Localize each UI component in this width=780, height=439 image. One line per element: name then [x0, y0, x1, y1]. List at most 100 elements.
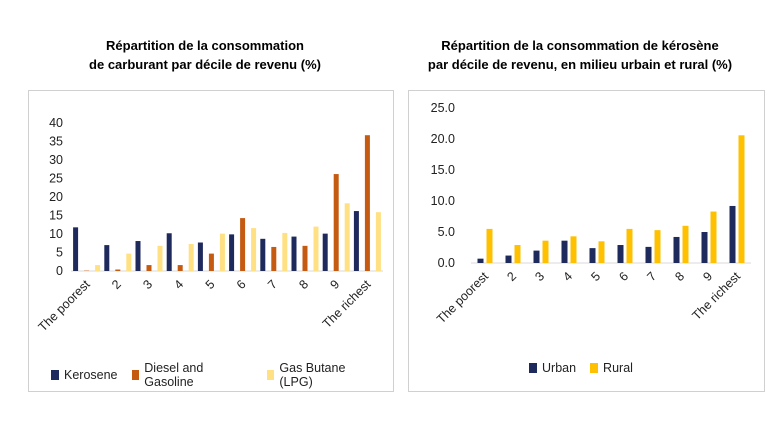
bar-diesel-and-gasoline-3: [146, 265, 152, 271]
bar-rural-7: [654, 230, 661, 263]
legend-swatch: [266, 370, 275, 380]
bar-urban-10: [729, 205, 736, 263]
kerosene-chart-svg: 0.0 5.0 10.0 15.0 20.0 25.0 The poorest 2 3 4 5 6 7 8…: [431, 101, 751, 326]
legend-swatch: [51, 370, 59, 380]
legend-label: Urban: [542, 361, 577, 375]
chart-title-kerosene-line2: par décile de revenu, en milieu urbain e…: [427, 57, 733, 72]
x-tick-label: 2: [109, 277, 124, 292]
bar-urban-7: [645, 246, 652, 263]
bar-rural-4: [570, 236, 577, 263]
x-tick-label: 3: [532, 269, 547, 284]
bar-rural-8: [682, 225, 689, 263]
bar-kerosene-9: [322, 233, 328, 271]
bar-urban-2: [505, 255, 512, 263]
x-tick-label: 8: [296, 277, 311, 292]
bar-rural-2: [514, 245, 521, 263]
x-tick-label: The poorest: [434, 269, 491, 326]
legend-label: Kerosene: [64, 368, 118, 382]
legend-label: Rural: [603, 361, 633, 375]
chart-title-fuel: Répartition de la consommation de carbur…: [40, 36, 370, 74]
bar-gas-butane-lpg--8: [313, 226, 319, 271]
y-tick-label: 20: [49, 190, 63, 204]
chart-title-kerosene: Répartition de la consommation de kérosè…: [400, 36, 760, 74]
bar-gas-butane-lpg--3: [157, 245, 163, 271]
chart-title-fuel-line2: de carburant par décile de revenu (%): [89, 57, 321, 72]
bar-diesel-and-gasoline-5: [208, 253, 214, 271]
x-tick-label: The poorest: [36, 277, 93, 334]
bar-kerosene-2: [104, 245, 110, 271]
bar-diesel-and-gasoline-6: [240, 218, 246, 271]
y-tick-label: 5.0: [438, 225, 455, 239]
x-tick-label: 3: [140, 277, 155, 292]
x-tick-label: 6: [616, 269, 631, 284]
bar-kerosene-6: [229, 234, 235, 271]
bar-kerosene-8: [291, 236, 297, 271]
bar-gas-butane-lpg--10: [375, 212, 381, 271]
bar-rural-6: [626, 228, 633, 263]
bar-diesel-and-gasoline-8: [302, 245, 308, 271]
bar-diesel-and-gasoline-7: [271, 246, 277, 271]
y-tick-label: 0: [56, 264, 63, 278]
x-tick-label: 9: [700, 269, 715, 284]
y-tick-label: 35: [49, 135, 63, 149]
bar-rural-3: [542, 240, 549, 263]
y-tick-label: 10.0: [431, 194, 455, 208]
legend-item-kerosene: Kerosene: [51, 368, 118, 382]
legend-item-urban: Urban: [529, 361, 576, 375]
y-tick-label: 25: [49, 172, 63, 186]
bar-gas-butane-lpg--9: [344, 203, 350, 271]
x-tick-label: 4: [172, 277, 187, 292]
x-tick-label: 5: [588, 269, 603, 284]
x-tick-label: 6: [234, 277, 249, 292]
bar-gas-butane-lpg--5: [219, 233, 225, 271]
legend-swatch: [590, 363, 599, 373]
bar-diesel-and-gasoline-9: [333, 174, 339, 271]
y-tick-label: 5: [56, 246, 63, 260]
bar-kerosene-1: [73, 227, 79, 271]
bar-rural-5: [598, 241, 605, 263]
y-tick-label: 30: [49, 153, 63, 167]
x-tick-label: 4: [560, 269, 575, 284]
x-tick-label: The richest: [689, 269, 743, 323]
x-tick-label: 2: [504, 269, 519, 284]
legend-item-rural: Rural: [590, 361, 633, 375]
bar-gas-butane-lpg--2: [126, 253, 132, 271]
y-tick-label: 15: [49, 209, 63, 223]
y-tick-label: 10: [49, 227, 63, 241]
bar-diesel-and-gasoline-10: [364, 135, 370, 271]
bar-diesel-and-gasoline-4: [177, 265, 183, 271]
bar-rural-10: [738, 135, 745, 263]
x-tick-label: 9: [328, 277, 343, 292]
x-tick-label: 7: [644, 269, 659, 284]
bar-rural-1: [486, 228, 493, 263]
legend-item-diesel-and-gasoline: Diesel and Gasoline: [131, 361, 253, 389]
bar-urban-3: [533, 250, 540, 263]
x-tick-label: The richest: [320, 277, 374, 331]
bar-urban-1: [477, 258, 484, 263]
chart-title-kerosene-line1: Répartition de la consommation de kérosè…: [441, 38, 719, 53]
x-tick-label: 5: [203, 277, 218, 292]
bar-urban-6: [617, 245, 624, 263]
y-tick-label: 15.0: [431, 163, 455, 177]
fuel-chart-legend: Kerosene Diesel and Gasoline Gas Butane (L…: [51, 361, 393, 389]
legend-swatch: [131, 370, 140, 380]
legend-item-gas-butane-lpg-: Gas Butane (LPG): [266, 361, 379, 389]
bar-diesel-and-gasoline-2: [115, 269, 121, 271]
bar-kerosene-3: [135, 241, 141, 271]
y-tick-label: 40: [49, 116, 63, 130]
bar-gas-butane-lpg--6: [251, 228, 257, 271]
bar-urban-4: [561, 240, 568, 263]
y-tick-label: 20.0: [431, 132, 455, 146]
kerosene-chart-panel: 0.0 5.0 10.0 15.0 20.0 25.0 The poorest 2 3 4 5 6 7 8…: [408, 90, 765, 392]
fuel-chart-panel: 0 5 10 15 20 25 30 35 40 The poorest 2 3 4 5 6 7 8 9 The r…: [28, 90, 394, 392]
legend-label: Gas Butane (LPG): [279, 361, 346, 389]
y-tick-label: 0.0: [438, 256, 455, 270]
legend-label: Diesel and Gasoline: [144, 361, 204, 389]
bar-rural-9: [710, 211, 717, 263]
bar-gas-butane-lpg--1: [95, 265, 101, 271]
bar-kerosene-10: [353, 211, 359, 271]
bar-gas-butane-lpg--4: [188, 243, 194, 271]
bar-kerosene-7: [260, 238, 266, 271]
y-tick-label: 25.0: [431, 101, 455, 115]
